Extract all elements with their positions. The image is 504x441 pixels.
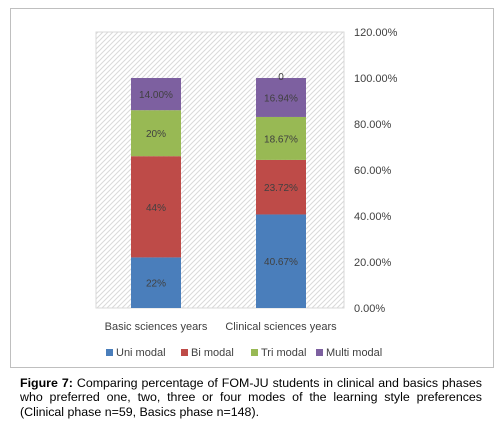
legend-item: Multi modal [316, 347, 382, 359]
data-label: 44% [146, 203, 166, 214]
bar-segment [131, 257, 181, 308]
y-axis-ticks: 0.00% 20.00% 40.00% 60.00% 80.00% 100.00% 120.… [354, 27, 398, 315]
y-tick-label: 20.00% [354, 257, 392, 269]
y-tick-label: 80.00% [354, 119, 392, 131]
data-label: 40.67% [264, 257, 298, 268]
bar-segment [131, 156, 181, 258]
bar-segment [131, 78, 181, 111]
data-label: 23.72% [264, 183, 298, 194]
figure-caption: Figure 7: Comparing percentage of FOM-JU… [20, 376, 482, 419]
legend-item: Tri modal [251, 347, 306, 359]
legend-label: Uni modal [116, 347, 166, 359]
bar-segment [256, 78, 306, 117]
legend: Uni modal Bi modal Tri modal Multi modal [106, 347, 382, 359]
stacked-bar-chart: 22% 44% 20% 14.00% 40.67% 23.72% 18.67% 16.94% 0… [95, 27, 398, 359]
x-axis-ticks: Basic sciences years Clinical sciences ye… [105, 321, 337, 333]
bar-segment [256, 214, 306, 308]
data-label: 16.94% [264, 93, 298, 104]
legend-swatch [106, 349, 113, 356]
chart-frame: 22% 44% 20% 14.00% 40.67% 23.72% 18.67% 16.94% 0… [10, 8, 494, 368]
caption-text: Comparing percentage of FOM-JU students … [20, 376, 482, 419]
data-label: 18.67% [264, 134, 298, 145]
data-labels: 22% 44% 20% 14.00% 40.67% 23.72% 18.67% 16.94% 0 [139, 72, 298, 290]
x-tick-label: Clinical sciences years [225, 321, 337, 333]
y-tick-label: 40.00% [354, 211, 392, 223]
legend-swatch [181, 349, 188, 356]
x-tick-label: Basic sciences years [105, 321, 208, 333]
legend-item: Bi modal [181, 347, 234, 359]
caption-label: Figure 7: [20, 376, 73, 390]
annotation-label: 0 [278, 72, 284, 83]
data-label: 22% [146, 279, 166, 290]
bars [131, 78, 306, 308]
data-label: 20% [146, 129, 166, 140]
bar-segment [256, 116, 306, 160]
bar-segment [256, 159, 306, 215]
y-tick-label: 0.00% [354, 303, 385, 315]
legend-item: Uni modal [106, 347, 166, 359]
legend-label: Bi modal [191, 347, 234, 359]
legend-swatch [251, 349, 258, 356]
legend-label: Multi modal [326, 347, 382, 359]
legend-label: Tri modal [261, 347, 306, 359]
y-tick-label: 120.00% [354, 27, 398, 39]
y-tick-label: 100.00% [354, 73, 398, 85]
legend-swatch [316, 349, 323, 356]
y-tick-label: 60.00% [354, 165, 392, 177]
bar-segment [131, 110, 181, 157]
data-label: 14.00% [139, 90, 173, 101]
